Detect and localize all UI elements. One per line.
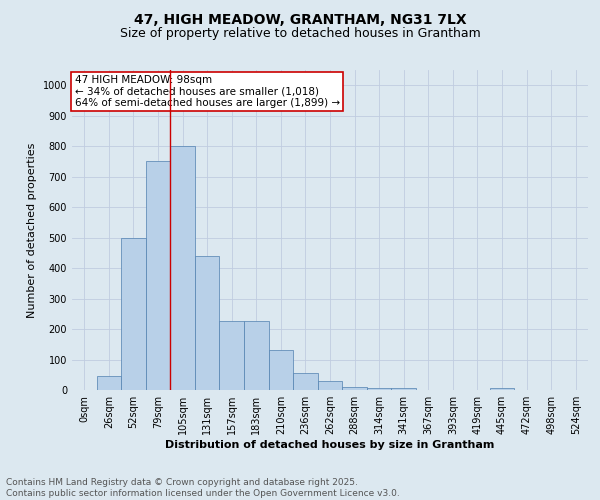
Bar [367, 388, 391, 390]
Bar [121, 238, 146, 390]
Text: Contains HM Land Registry data © Crown copyright and database right 2025.
Contai: Contains HM Land Registry data © Crown c… [6, 478, 400, 498]
Bar [244, 322, 269, 390]
Bar [342, 387, 367, 390]
Bar [220, 322, 244, 390]
Text: Size of property relative to detached houses in Grantham: Size of property relative to detached ho… [119, 28, 481, 40]
Bar [391, 388, 416, 390]
Bar [269, 350, 293, 390]
Y-axis label: Number of detached properties: Number of detached properties [27, 142, 37, 318]
Bar [97, 376, 121, 390]
Bar [490, 388, 514, 390]
Bar [318, 381, 342, 390]
Bar [146, 162, 170, 390]
Bar [195, 256, 220, 390]
Text: 47, HIGH MEADOW, GRANTHAM, NG31 7LX: 47, HIGH MEADOW, GRANTHAM, NG31 7LX [134, 12, 466, 26]
Bar [293, 373, 318, 390]
Text: 47 HIGH MEADOW: 98sqm
← 34% of detached houses are smaller (1,018)
64% of semi-d: 47 HIGH MEADOW: 98sqm ← 34% of detached … [74, 75, 340, 108]
Bar [170, 146, 195, 390]
X-axis label: Distribution of detached houses by size in Grantham: Distribution of detached houses by size … [166, 440, 494, 450]
